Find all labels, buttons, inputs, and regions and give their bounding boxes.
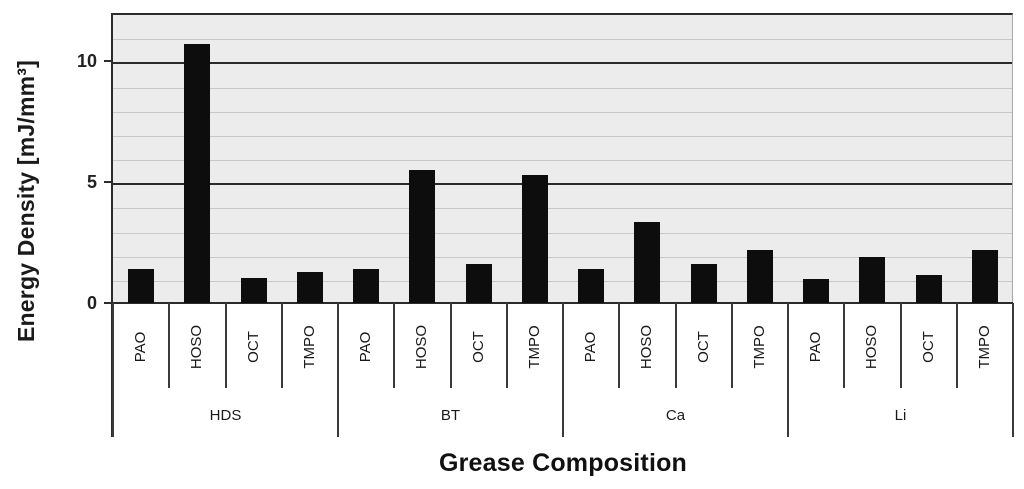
x-category-label: PAO [582, 331, 600, 363]
bar-li-hoso [859, 257, 886, 303]
x-category-label: PAO [807, 331, 825, 363]
category-separator-line [168, 303, 171, 388]
x-category-label: TMPO [975, 325, 993, 369]
bar-ca-tmpo [746, 249, 773, 303]
bar-hds-hoso [184, 44, 211, 303]
gridline-minor [113, 280, 1012, 282]
category-separator-line [899, 303, 902, 388]
gridline-minor [113, 160, 1012, 161]
x-category-label: OCT [694, 331, 712, 363]
category-separator-line [449, 303, 452, 388]
group-separator-line [787, 303, 789, 437]
bar-hds-oct [240, 277, 267, 303]
category-separator-line [843, 303, 846, 388]
plot-area [113, 13, 1013, 303]
x-group-label-hds: HDS [209, 407, 242, 424]
x-group-label-ca: Ca [665, 407, 686, 424]
bar-hds-tmpo [296, 271, 323, 303]
group-separator-line [562, 303, 564, 437]
category-separator-line [505, 303, 508, 388]
bar-li-tmpo [971, 249, 998, 303]
x-category-label: HOSO [413, 324, 431, 370]
category-separator-line [280, 303, 283, 388]
x-category-label: PAO [357, 331, 375, 363]
bar-bt-oct [465, 264, 492, 303]
bar-ca-oct [690, 264, 717, 303]
group-separator-line [337, 303, 339, 437]
x-category-label: HOSO [188, 324, 206, 370]
x-category-label: TMPO [525, 325, 543, 369]
y-axis-line [111, 13, 113, 437]
bar-hds-pao [128, 269, 155, 303]
x-category-label: HOSO [863, 324, 881, 370]
category-separator-line [730, 303, 733, 388]
x-category-label: OCT [469, 331, 487, 363]
category-separator-line [955, 303, 958, 388]
category-separator-line [618, 303, 621, 388]
y-tick-label: 5 [86, 172, 97, 193]
y-tick-label: 0 [86, 293, 97, 313]
x-category-label: HOSO [638, 324, 656, 370]
bar-ca-hoso [634, 222, 661, 303]
x-group-label-li: Li [894, 407, 907, 424]
x-category-label: TMPO [300, 325, 318, 369]
gridline-minor [113, 232, 1012, 234]
bar-ca-pao [578, 269, 605, 303]
bar-li-oct [915, 275, 942, 303]
bar-bt-tmpo [521, 174, 548, 303]
gridline-major [113, 62, 1012, 65]
y-tick-label: 10 [76, 51, 97, 72]
gridline-minor [113, 256, 1012, 258]
gridline-major [113, 183, 1012, 186]
gridline-minor [113, 135, 1012, 137]
y-axis-title: Energy Density [mJ/mm³] [13, 60, 39, 342]
gridline-minor [113, 208, 1012, 210]
bar-bt-pao [353, 269, 380, 303]
bar-bt-hoso [409, 170, 436, 303]
gridline-minor [113, 39, 1012, 41]
category-separator-line [224, 303, 227, 388]
x-category-label: OCT [919, 331, 937, 363]
category-separator-line [674, 303, 677, 388]
y-axis-tick [104, 302, 113, 304]
x-axis-title: Grease Composition [438, 449, 688, 477]
x-axis-line [105, 302, 1013, 304]
x-category-label: OCT [244, 331, 262, 363]
category-separator-line [393, 303, 396, 388]
y-axis-tick [104, 60, 113, 63]
x-category-label: PAO [132, 331, 150, 363]
y-axis-tick [104, 181, 113, 184]
x-category-label: TMPO [750, 325, 768, 369]
x-group-label-bt: BT [440, 407, 461, 424]
group-separator-line [112, 303, 114, 437]
group-separator-line [1012, 303, 1014, 437]
bar-li-pao [803, 278, 830, 303]
gridline-minor [113, 87, 1012, 89]
gridline-minor [113, 111, 1012, 113]
